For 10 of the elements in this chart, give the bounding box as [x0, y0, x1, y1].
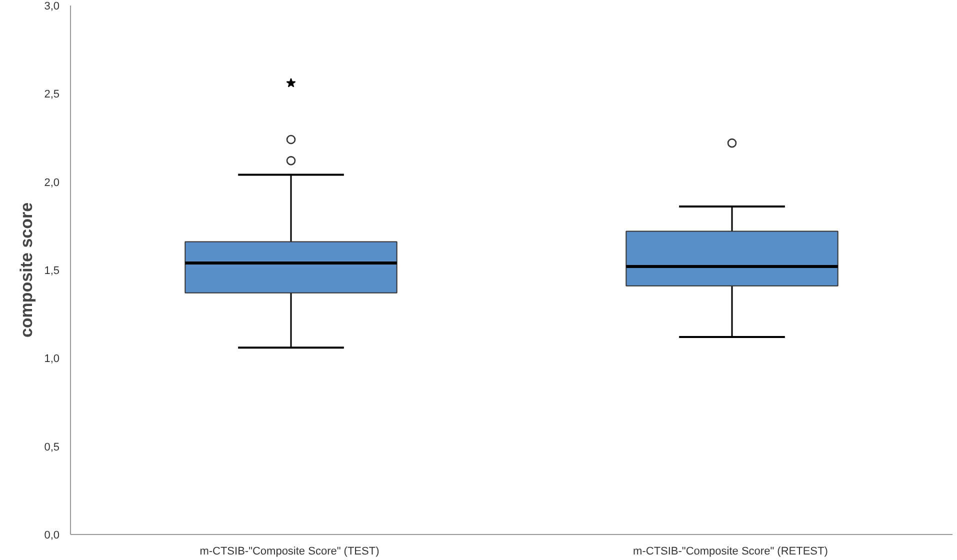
y-tick-label: 0,0: [44, 530, 60, 542]
y-tick-label: 2,5: [44, 88, 60, 101]
y-tick-label: 1,5: [44, 265, 60, 277]
y-tick-label: 3,0: [44, 0, 60, 12]
y-tick-label: 1,0: [44, 353, 60, 366]
y-axis-title: composite score: [17, 202, 36, 338]
y-tick-label: 2,0: [44, 176, 60, 189]
y-tick-label: 0,5: [44, 441, 60, 454]
x-tick-label: m-CTSIB-"Composite Score" (RETEST): [633, 546, 828, 558]
x-tick-label: m-CTSIB-"Composite Score" (TEST): [200, 546, 380, 558]
